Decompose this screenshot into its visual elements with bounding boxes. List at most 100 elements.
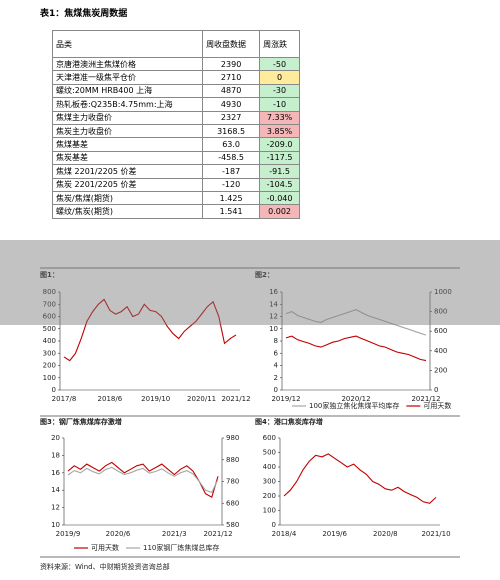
table-cell: 2390: [202, 56, 261, 72]
y2-tick-label: 800: [434, 308, 447, 316]
table-cell: 4870: [202, 83, 261, 99]
y-tick-label: 16: [269, 288, 278, 296]
y2-tick-label: 200: [434, 366, 447, 374]
y2-tick-label: 600: [434, 327, 447, 335]
y-tick-label: 4: [274, 362, 279, 370]
x-tick-label: 2021/12: [221, 395, 250, 403]
line-series: [67, 466, 219, 494]
y-tick-label: 300: [43, 349, 56, 357]
x-tick-label: 2021/3: [162, 530, 187, 538]
table-row: 热轧板卷:Q235B:4.75mm:上海 4930 -10: [51, 97, 300, 112]
x-tick-label: 2017/8: [52, 395, 77, 403]
y-tick-label: 18: [51, 451, 60, 459]
table-cell: -91.5: [259, 164, 300, 179]
x-tick-label: 2021/12: [411, 395, 440, 403]
table-cell: -117.5: [259, 150, 300, 166]
watermark-banner: [0, 240, 500, 325]
x-tick-label: 2021/10: [421, 530, 450, 538]
table-cell: 螺纹:20MM HRB400 上海: [51, 83, 204, 99]
y-tick-label: 800: [43, 288, 56, 296]
y2-tick-label: 780: [226, 478, 239, 486]
table-row: 京唐港澳洲主焦煤价格 2390 -50: [51, 56, 300, 72]
line-series: [63, 298, 237, 362]
y-tick-label: 0: [272, 521, 276, 529]
y2-tick-label: 400: [434, 347, 447, 355]
y-tick-label: 600: [263, 434, 276, 442]
chart-title: 图1：: [40, 270, 59, 279]
table-cell: 4930: [202, 97, 261, 112]
y2-tick-label: 680: [226, 499, 239, 507]
chart-title: 图2：: [255, 270, 274, 279]
table-row: 天津港准一级焦平仓价 2710 0: [51, 70, 300, 85]
x-tick-label: 2018/4: [272, 530, 297, 538]
table-cell: 63.0: [202, 137, 261, 152]
header-cell: 周收盘数据: [202, 30, 261, 58]
y-tick-label: 14: [269, 300, 278, 308]
table-cell: 2327: [202, 110, 261, 125]
y-tick-label: 10: [51, 521, 60, 529]
table-row: 螺纹/焦炭(期货) 1.541 0.002: [51, 204, 300, 219]
y-tick-label: 6: [274, 349, 279, 357]
table-cell: -50: [259, 56, 300, 72]
x-tick-label: 2020/11: [187, 395, 216, 403]
line-series: [67, 461, 219, 499]
y-tick-label: 12: [269, 313, 278, 321]
y-tick-label: 20: [51, 434, 60, 442]
y2-tick-label: 880: [226, 456, 239, 464]
line-series: [285, 309, 427, 336]
x-tick-label: 2019/10: [141, 395, 170, 403]
y2-tick-label: 0: [434, 386, 438, 394]
table-cell: -10: [259, 97, 300, 112]
y-tick-label: 0: [52, 386, 56, 394]
y-tick-label: 14: [51, 486, 60, 494]
source: 资料来源：Wind、中财期货投资咨询总部: [40, 562, 170, 571]
y-tick-label: 400: [43, 337, 56, 345]
table-row: 焦炭基差 -458.5 -117.5: [51, 150, 300, 166]
y-tick-label: 10: [269, 325, 278, 333]
chart-title: 图4：港口焦炭库存增: [255, 417, 323, 426]
y-tick-label: 500: [263, 449, 276, 457]
table-row: 螺纹:20MM HRB400 上海 4870 -30: [51, 83, 300, 99]
legend-label: 可用天数: [423, 401, 451, 410]
y2-tick-label: 580: [226, 521, 239, 529]
x-tick-label: 2019/9: [56, 530, 81, 538]
y-tick-label: 400: [263, 463, 276, 471]
table-cell: 2710: [202, 70, 261, 85]
x-tick-label: 2020/12: [341, 395, 370, 403]
table-row: 焦煤主力收盘价 2327 7.33%: [51, 110, 300, 125]
x-tick-label: 2020/8: [373, 530, 398, 538]
table-cell: -0.040: [259, 190, 300, 206]
y2-tick-label: 1000: [434, 288, 452, 296]
table-cell: 0: [259, 70, 300, 85]
y-tick-label: 100: [263, 507, 276, 515]
y-tick-label: 200: [263, 492, 276, 500]
y-tick-label: 16: [51, 469, 60, 477]
y2-tick-label: 980: [226, 434, 239, 442]
y-tick-label: 500: [43, 325, 56, 333]
x-tick-label: 2018/6: [98, 395, 123, 403]
table-cell: -30: [259, 83, 300, 99]
x-tick-label: 2021/12: [203, 530, 232, 538]
y-tick-label: 2: [274, 374, 278, 382]
table-cell: 热轧板卷:Q235B:4.75mm:上海: [51, 97, 204, 112]
data-table: 品类 周收盘数据 周涨跌 京唐港澳洲主焦煤价格 2390 -50 天津港准一级焦平仓价 271…: [51, 30, 300, 219]
table-cell: 1.541: [202, 204, 261, 219]
table-title: 表1：焦煤焦炭周数据: [40, 9, 128, 19]
x-tick-label: 2019/6: [322, 530, 347, 538]
legend-label: 可用天数: [91, 543, 119, 552]
y-tick-label: 600: [43, 313, 56, 321]
header-cell: 周涨跌: [259, 30, 300, 58]
y-tick-label: 200: [43, 362, 56, 370]
table-row: 焦炭/焦煤(期货) 1.425 -0.040: [51, 190, 300, 206]
y-tick-label: 8: [274, 337, 278, 345]
y-tick-label: 12: [51, 504, 60, 512]
table-row: 焦煤基差 63.0 -209.0: [51, 137, 300, 152]
line-series: [283, 453, 437, 504]
table-cell: 7.33%: [259, 110, 300, 125]
table-cell: -104.5: [259, 177, 300, 192]
y-tick-label: 300: [263, 478, 276, 486]
y-tick-label: 100: [43, 374, 56, 382]
y-tick-label: 700: [43, 300, 56, 308]
